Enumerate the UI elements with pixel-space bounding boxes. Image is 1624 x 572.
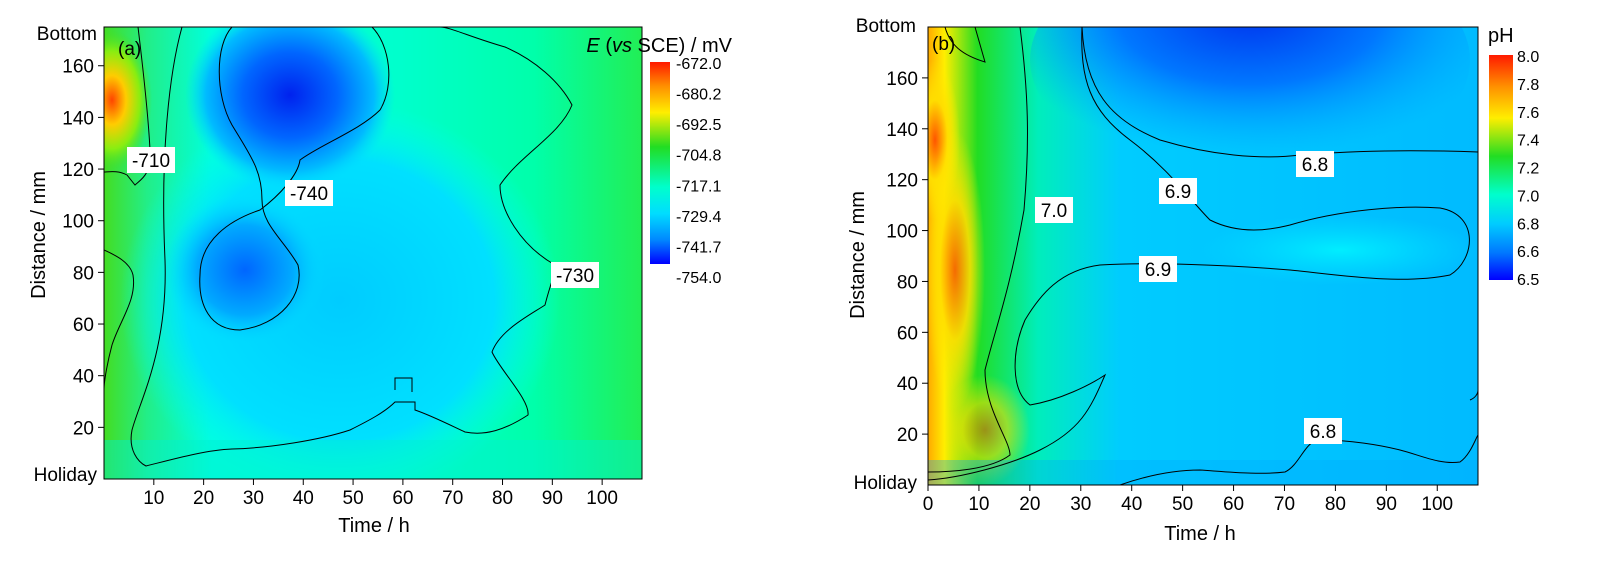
colorbar-tick-label: -672.0: [676, 56, 721, 73]
colorbar-tick-label: -680.2: [676, 87, 721, 104]
contour-label-a-710: -710: [127, 147, 175, 173]
x-tick-label: 60: [392, 488, 413, 509]
contour-lines-a: [104, 27, 573, 467]
y-tick-label: 80: [897, 272, 918, 293]
colorbar-tick-label: -729.4: [676, 209, 721, 226]
x-tick-label: 20: [193, 488, 214, 509]
x-tick-label: 50: [1172, 494, 1193, 515]
y-bottom-label-b: Holiday: [854, 473, 918, 494]
x-tick-label: 100: [1421, 494, 1453, 515]
x-tick-label: 40: [1121, 494, 1142, 515]
panel-b: 6.8 6.9 7.0 6.9 6.8 (b) 0 10 20 30 40 50 60 70 8…: [847, 16, 1539, 545]
y-tick-label: 140: [886, 120, 918, 141]
y-top-label-b: Bottom: [856, 16, 916, 37]
contour-label-a-740: -740: [285, 180, 333, 206]
panel-label-a: (a): [118, 39, 141, 60]
x-axis-a: 10 20 30 40 50 60 70 80 90 100: [143, 479, 618, 509]
y-tick-label: 20: [897, 425, 918, 446]
y-axis-title-a: Distance / mm: [28, 171, 50, 299]
colorbar-b-ticks: 8.0 7.8 7.6 7.4 7.2 7.0 6.8 6.6 6.5: [1517, 49, 1539, 289]
colorbar-title-b: pH: [1488, 25, 1514, 47]
colorbar-tick-label: 6.8: [1517, 216, 1539, 233]
svg-text:-740: -740: [290, 184, 328, 205]
y-tick-label: 120: [62, 160, 94, 181]
plot-frame-b: [927, 26, 1479, 486]
colorbar-a-ticks: -672.0 -680.2 -692.5 -704.8 -717.1 -729.4 -741…: [676, 56, 721, 287]
y-axis-title-b: Distance / mm: [847, 191, 869, 319]
contour-label-a-730: -730: [551, 262, 599, 288]
colorbar-a: [650, 62, 670, 264]
colorbar-tick-label: 7.4: [1517, 133, 1539, 150]
x-tick-label: 40: [293, 488, 314, 509]
x-tick-label: 20: [1019, 494, 1040, 515]
y-axis-a: 20 40 60 80 100 120 140 160: [62, 57, 104, 439]
x-axis-title-a: Time / h: [338, 515, 410, 537]
x-tick-label: 90: [542, 488, 563, 509]
x-tick-label: 70: [1274, 494, 1295, 515]
y-tick-label: 80: [73, 263, 94, 284]
contour-label-b-69-upper: 6.9: [1159, 178, 1197, 204]
panel-label-b: (b): [932, 34, 955, 55]
colorbar-tick-label: 7.2: [1517, 161, 1539, 178]
x-tick-label: 80: [1325, 494, 1346, 515]
y-tick-label: 140: [62, 108, 94, 129]
plot-frame-a: [103, 26, 643, 480]
y-tick-label: 160: [62, 57, 94, 78]
x-tick-label: 60: [1223, 494, 1244, 515]
y-top-label-a: Bottom: [37, 24, 97, 45]
colorbar-tick-label: 8.0: [1517, 49, 1539, 66]
svg-text:7.0: 7.0: [1041, 201, 1067, 222]
colorbar-tick-label: 7.8: [1517, 77, 1539, 94]
contour-label-b-68-bottom: 6.8: [1304, 418, 1342, 444]
y-tick-label: 40: [73, 367, 94, 388]
x-axis-title-b: Time / h: [1164, 523, 1236, 545]
y-axis-b: 20 40 60 80 100 120 140 160: [886, 69, 928, 446]
colorbar-tick-label: -754.0: [676, 270, 721, 287]
y-tick-label: 100: [886, 222, 918, 243]
x-tick-label: 10: [143, 488, 164, 509]
y-tick-label: 160: [886, 69, 918, 90]
colorbar-tick-label: -717.1: [676, 178, 721, 195]
colorbar-tick-label: 6.6: [1517, 244, 1539, 261]
svg-text:6.8: 6.8: [1310, 422, 1336, 443]
y-tick-label: 40: [897, 374, 918, 395]
colorbar-tick-label: -692.5: [676, 117, 721, 134]
colorbar-tick-label: 7.6: [1517, 105, 1539, 122]
y-tick-label: 60: [73, 315, 94, 336]
y-tick-label: 120: [886, 171, 918, 192]
colorbar-tick-label: 6.5: [1517, 272, 1539, 289]
x-tick-label: 10: [968, 494, 989, 515]
x-tick-label: 70: [442, 488, 463, 509]
colorbar-b: [1489, 55, 1513, 280]
contour-label-b-70: 7.0: [1035, 197, 1073, 223]
x-tick-label: 0: [923, 494, 934, 515]
x-tick-label: 30: [1070, 494, 1091, 515]
x-tick-label: 100: [586, 488, 618, 509]
heatmap-b-surface: [928, 27, 1478, 485]
colorbar-tick-label: 7.0: [1517, 188, 1539, 205]
x-axis-b: 0 10 20 30 40 50 60 70 80 90 100: [923, 485, 1453, 515]
contour-label-b-68-top: 6.8: [1296, 151, 1334, 177]
svg-text:-710: -710: [132, 151, 170, 172]
colorbar-tick-label: -741.7: [676, 239, 721, 256]
y-bottom-label-a: Holiday: [34, 465, 98, 486]
y-tick-label: 20: [73, 418, 94, 439]
y-tick-label: 60: [897, 323, 918, 344]
contour-label-b-69-lower: 6.9: [1139, 256, 1177, 282]
x-tick-label: 90: [1376, 494, 1397, 515]
x-tick-label: 80: [492, 488, 513, 509]
y-tick-label: 100: [62, 212, 94, 233]
x-tick-label: 30: [243, 488, 264, 509]
panel-a: -710 -740 -730 (a) 10 20 30 40 50 60 70 80 90 100…: [28, 24, 733, 537]
svg-text:6.9: 6.9: [1165, 182, 1191, 203]
heatmap-a-surface: [104, 27, 642, 479]
colorbar-title-a: E (vs SCE) / mV: [586, 35, 732, 57]
x-tick-label: 50: [343, 488, 364, 509]
svg-text:-730: -730: [556, 266, 594, 287]
svg-text:6.8: 6.8: [1302, 155, 1328, 176]
svg-text:6.9: 6.9: [1145, 260, 1171, 281]
colorbar-tick-label: -704.8: [676, 148, 721, 165]
